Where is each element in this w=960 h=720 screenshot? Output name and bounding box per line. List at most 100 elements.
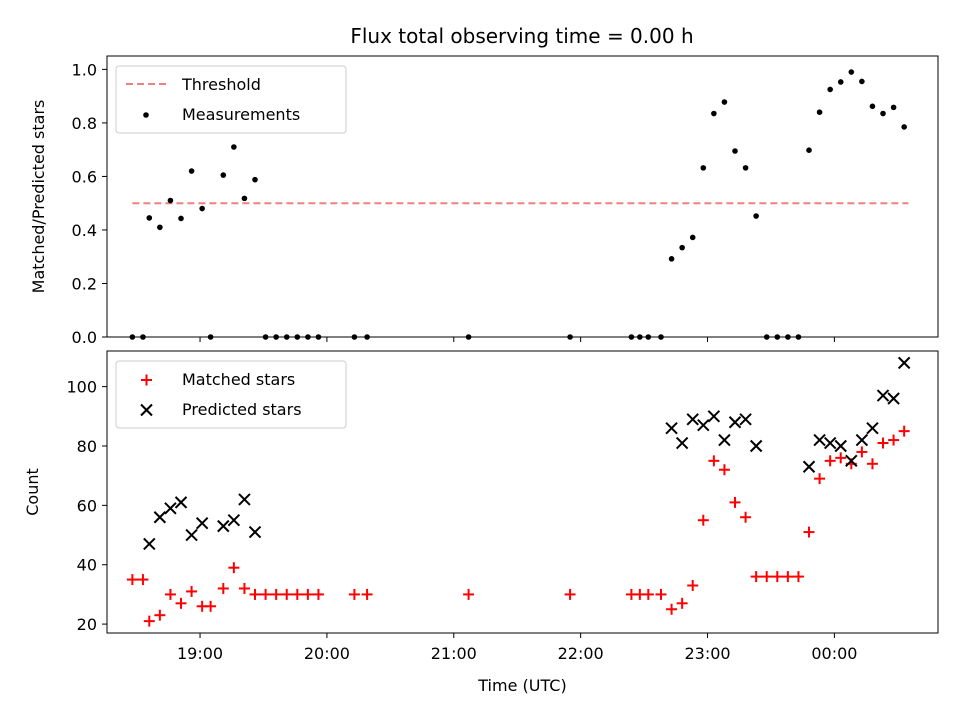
matched-star-point	[697, 514, 709, 526]
predicted-star-point	[897, 356, 911, 370]
matched-star-point	[877, 437, 889, 449]
matched-star-point	[361, 588, 373, 600]
matched-star-point	[866, 458, 878, 470]
legend-predicted-swatch	[140, 403, 153, 417]
y-tick-label: 40	[77, 556, 97, 575]
matched-star-point	[655, 588, 667, 600]
measurement-point	[668, 256, 675, 262]
measurement-point	[700, 165, 707, 171]
top-panel: 0.0 0.2 0.4 0.6 0.8 1.0 Matched/Predicted star…	[29, 55, 939, 347]
matched-star-point	[792, 571, 804, 583]
measurement-point	[753, 213, 759, 219]
matched-star-point	[238, 582, 250, 594]
measurement-point	[732, 148, 738, 154]
predicted-star-point	[697, 419, 710, 432]
matched-star-point	[835, 452, 847, 464]
matched-star-point	[814, 473, 826, 485]
matched-star-point	[564, 588, 576, 600]
bottom-y-axis-label: Count	[23, 468, 42, 516]
y-tick-label: 0.2	[72, 274, 97, 293]
predicted-star-point	[686, 413, 699, 426]
legend-threshold-label: Threshold	[181, 75, 261, 94]
x-tick-label: 23:00	[684, 644, 730, 663]
measurement-point	[689, 234, 696, 241]
predicted-star-point	[823, 436, 837, 450]
legend-box	[115, 65, 347, 134]
matched-star-point	[666, 603, 678, 615]
matched-star-point	[750, 571, 762, 583]
measurement-point	[167, 197, 174, 204]
matched-star-point	[856, 446, 868, 458]
y-tick-label: 0.0	[72, 328, 97, 347]
y-tick-label: 0.8	[72, 114, 97, 133]
predicted-star-point	[217, 519, 230, 533]
legend-matched-label: Matched stars	[182, 370, 295, 389]
measurement-point	[880, 110, 886, 117]
top-legend: Threshold Measurements	[115, 65, 347, 134]
matched-star-point	[729, 496, 741, 508]
measurement-point	[721, 99, 728, 105]
x-tick-label: 19:00	[177, 644, 223, 663]
matched-star-point	[126, 574, 138, 586]
legend-measurement-swatch	[143, 112, 149, 118]
matched-star-point	[740, 511, 752, 523]
top-plot-frame	[106, 55, 939, 338]
predicted-star-point	[718, 433, 731, 447]
matched-star-point	[348, 588, 360, 600]
y-tick-label: 100	[66, 378, 97, 397]
matched-star-point	[249, 588, 261, 600]
measurement-point	[816, 109, 823, 115]
predicted-star-point	[675, 436, 689, 450]
predicted-star-point	[866, 421, 879, 435]
y-tick-label: 80	[77, 437, 97, 456]
matched-star-point	[803, 526, 815, 538]
legend-matched-swatch	[141, 374, 152, 386]
matched-star-point	[143, 615, 155, 627]
matched-star-point	[761, 571, 773, 583]
top-y-axis-label: Matched/Predicted stars	[29, 100, 48, 294]
measurement-point	[199, 205, 205, 212]
measurement-point	[806, 147, 812, 154]
measurement-point	[859, 78, 865, 85]
y-tick-label: 20	[77, 615, 97, 634]
matched-star-point	[824, 455, 836, 467]
matched-star-point	[312, 588, 324, 600]
y-tick-label: 0.4	[72, 221, 97, 240]
measurement-point	[848, 69, 855, 75]
predicted-star-point	[153, 511, 167, 524]
measurement-point	[146, 215, 153, 221]
matched-star-point	[302, 588, 314, 600]
matched-star-point	[164, 588, 176, 600]
predicted-star-point	[813, 433, 826, 447]
matched-star-point	[205, 600, 217, 612]
measurement-point	[711, 110, 717, 117]
measurement-point	[827, 86, 833, 93]
legend-measurement-label: Measurements	[182, 105, 300, 124]
predicted-star-point	[739, 413, 752, 426]
matched-star-point	[175, 597, 187, 609]
predicted-star-point	[707, 410, 721, 423]
predicted-star-point	[164, 502, 177, 515]
matched-star-point	[270, 588, 282, 600]
measurement-point	[157, 224, 163, 231]
measurement-point	[231, 144, 237, 150]
chart-title: Flux total observing time = 0.00 h	[350, 24, 693, 48]
predicted-star-point	[845, 454, 858, 468]
bottom-panel: 20 40 60 80 100 19:00 20:00 21:00 22:00 23:00 00:0…	[23, 350, 939, 695]
matched-star-point	[687, 580, 699, 592]
predicted-star-point	[238, 493, 251, 506]
measurement-point	[890, 104, 897, 111]
matched-star-point	[718, 464, 730, 476]
x-axis-label: Time (UTC)	[477, 676, 566, 695]
predicted-star-point	[887, 392, 900, 405]
measurement-point	[252, 176, 258, 183]
measurement-point	[679, 244, 685, 251]
predicted-star-point	[834, 439, 847, 453]
x-tick-label: 22:00	[558, 644, 604, 663]
x-tick-label: 20:00	[304, 644, 350, 663]
matched-star-point	[154, 609, 166, 621]
matched-star-point	[260, 588, 272, 600]
x-tick-label: 00:00	[811, 644, 857, 663]
predicted-star-point	[802, 460, 816, 473]
